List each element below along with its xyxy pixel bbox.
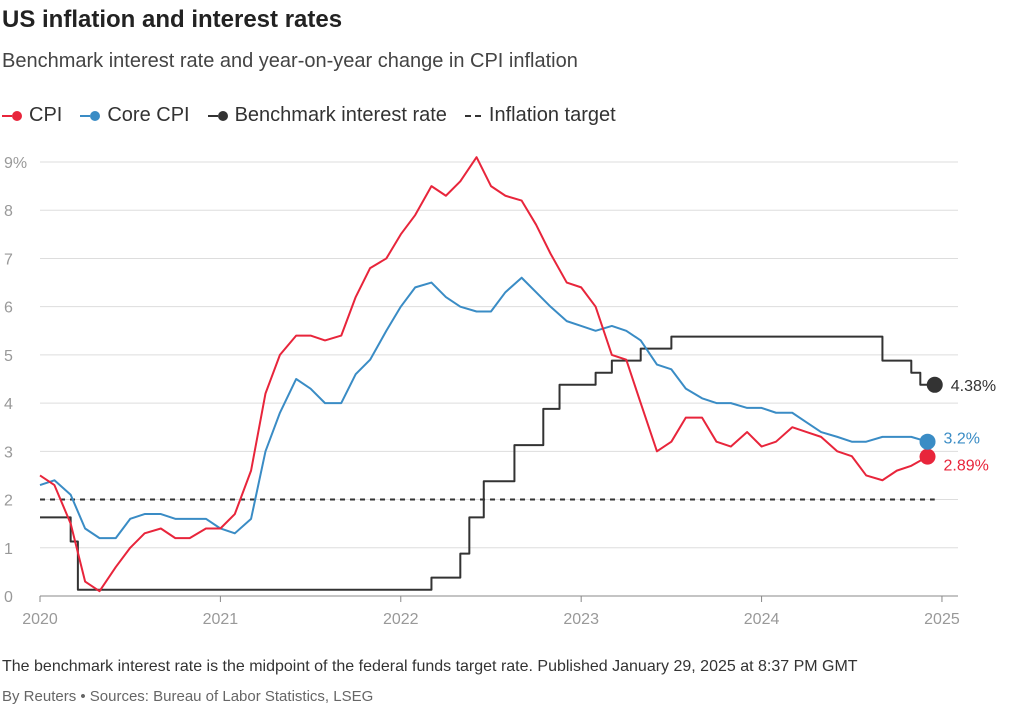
y-tick-label-8: 8 — [4, 203, 13, 220]
y-tick-label-0: 0 — [4, 589, 13, 606]
x-tick-label-2025: 2025 — [924, 611, 960, 628]
legend-item-benchmark-rate: Benchmark interest rate — [207, 104, 447, 127]
end-label-core-cpi: 3.2% — [944, 431, 980, 448]
x-tick-label-2023: 2023 — [563, 611, 599, 628]
y-tick-label-6: 6 — [4, 300, 13, 317]
legend-label-inflation-target: Inflation target — [488, 104, 616, 126]
chart-subtitle: Benchmark interest rate and year-on-year… — [2, 50, 578, 72]
y-tick-label-5: 5 — [4, 348, 13, 365]
legend-dot-benchmark-rate — [217, 110, 228, 121]
chart-title: US inflation and interest rates — [2, 6, 343, 33]
legend-line-core-cpi — [80, 114, 91, 117]
legend-dash-inflation-target — [464, 114, 481, 117]
legend-label-core-cpi: Core CPI — [107, 104, 190, 126]
byline: By Reuters • Sources: Bureau of Labor St… — [2, 688, 374, 705]
y-tick-label-3: 3 — [4, 444, 13, 461]
y-tick-label-1: 1 — [4, 541, 13, 558]
y-tick-label-9: 9% — [4, 155, 27, 172]
x-tick-label-2024: 2024 — [744, 611, 780, 628]
y-tick-label-2: 2 — [4, 493, 13, 510]
legend-dot-cpi — [12, 110, 22, 121]
series-line-cpi — [39, 156, 929, 593]
legend-line-cpi — [2, 114, 12, 117]
line-chart: 0 1 2 3 4 5 6 7 8 9% 2020 2021 2022 2023 2024 2025 2.89%… — [4, 155, 996, 628]
series-line-benchmark-interest-rate — [40, 335, 935, 591]
legend-label-benchmark-rate: Benchmark interest rate — [234, 104, 447, 126]
legend-dot-core-cpi — [90, 110, 101, 121]
end-marker-cpi — [919, 448, 936, 465]
x-tick-label-2020: 2020 — [22, 611, 58, 628]
legend: CPI Core CPI Benchmark interest rate Inf… — [2, 104, 634, 127]
legend-label-cpi: CPI — [29, 104, 63, 126]
x-tick-label-2022: 2022 — [383, 611, 419, 628]
legend-item-core-cpi: Core CPI — [80, 104, 190, 127]
legend-line-benchmark-rate — [207, 114, 218, 117]
x-tick-label-2021: 2021 — [203, 611, 239, 628]
legend-item-inflation-target: Inflation target — [464, 104, 616, 127]
end-marker-benchmark-interest-rate — [926, 376, 943, 393]
y-tick-label-7: 7 — [4, 251, 13, 268]
legend-item-cpi: CPI — [2, 104, 62, 127]
series-line-core-cpi — [39, 276, 928, 540]
end-label-benchmark-interest-rate: 4.38% — [951, 378, 996, 395]
y-tick-label-4: 4 — [4, 396, 13, 413]
end-label-cpi: 2.89% — [944, 458, 989, 475]
footnote: The benchmark interest rate is the midpo… — [2, 658, 858, 675]
end-marker-core-cpi — [919, 433, 936, 450]
